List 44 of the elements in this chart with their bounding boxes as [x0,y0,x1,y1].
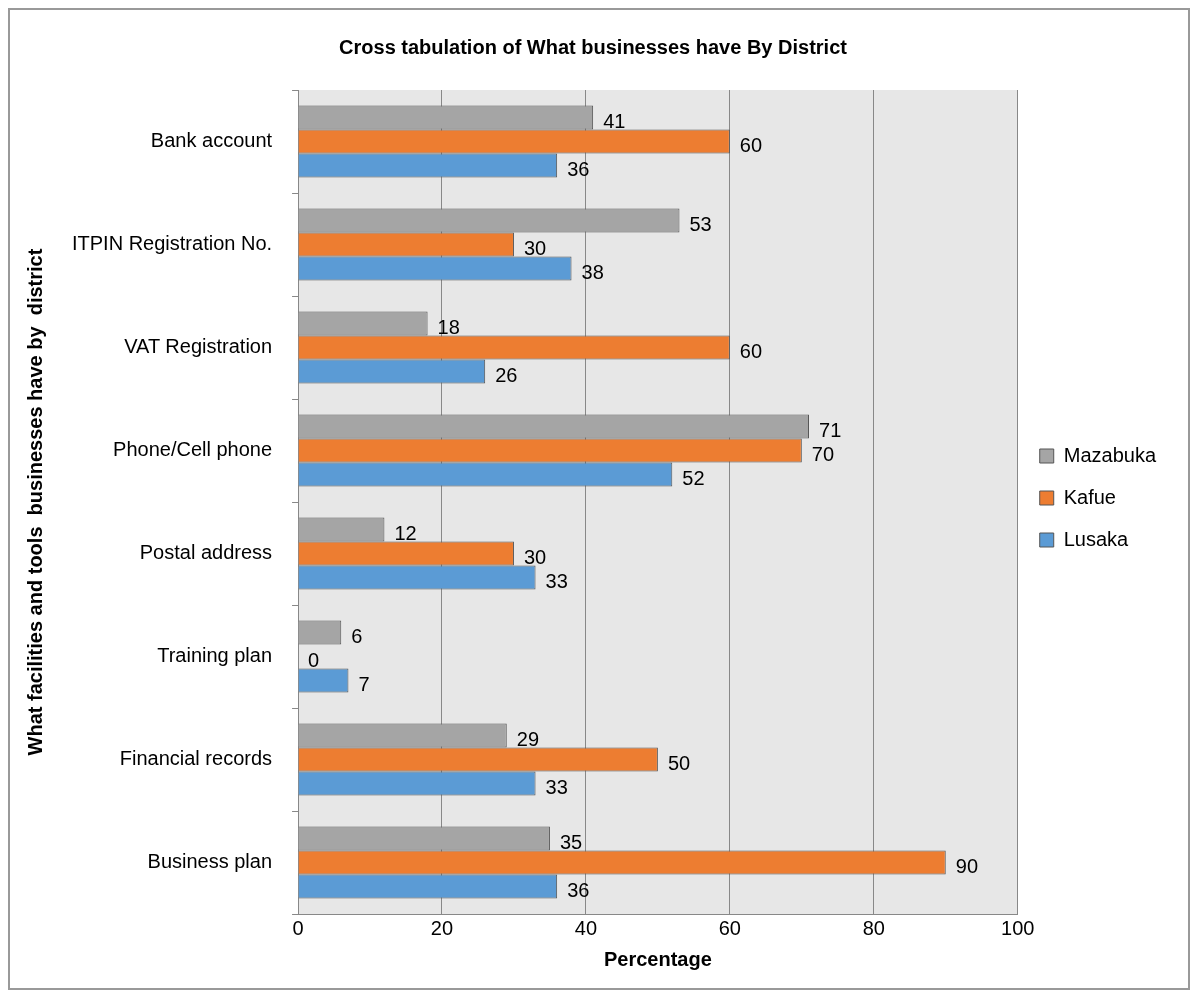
data-label: 30 [523,546,547,569]
data-label: 29 [516,727,540,750]
y-tick-label: Phone/Cell phone [113,438,273,461]
data-label: 38 [581,261,604,284]
data-label: 7 [358,673,370,696]
y-tick-label: Bank account [150,129,273,152]
y-tick-label: Training plan [157,644,273,667]
data-label: 18 [437,315,460,338]
data-label: 26 [495,364,518,387]
legend-label: Lusaka [1063,527,1130,550]
data-label: 71 [819,418,842,441]
data-label: 33 [545,570,568,593]
data-label: 36 [567,879,590,902]
data-label: 33 [545,776,568,799]
data-label: 6 [351,624,363,647]
chart-title: Cross tabulation of What businesses have By District [339,35,848,58]
y-tick-label: VAT Registration [124,335,273,358]
y-axis-title: What facilities and tools businesses have by district [23,248,46,756]
x-tick-label: 0 [292,916,304,939]
data-label: 0 [308,649,320,672]
data-label: 35 [559,830,583,853]
y-tick-label: Financial records [119,747,273,770]
data-label: 30 [523,237,547,260]
data-label: 53 [689,212,712,235]
x-tick-label: 20 [430,916,454,939]
legend-label: Kafue [1063,485,1116,508]
data-label: 60 [739,340,763,363]
data-label: 70 [811,443,835,466]
data-label: 36 [567,158,590,181]
x-tick-label: 40 [574,916,598,939]
y-tick-label: Business plan [147,850,273,873]
y-tick-label: Postal address [139,541,273,564]
data-label: 52 [682,467,705,490]
legend-label: Mazabuka [1063,443,1157,466]
data-label: 50 [667,752,691,775]
data-label: 12 [394,521,417,544]
x-tick-label: 100 [1001,916,1035,939]
data-label: 90 [955,855,979,878]
data-label: 60 [739,134,763,157]
x-tick-label: 80 [862,916,885,939]
x-axis-title: Percentage [603,947,712,970]
y-tick-label: ITPIN Registration No. [71,232,273,255]
data-label: 41 [603,109,626,132]
x-tick-label: 60 [718,916,741,939]
